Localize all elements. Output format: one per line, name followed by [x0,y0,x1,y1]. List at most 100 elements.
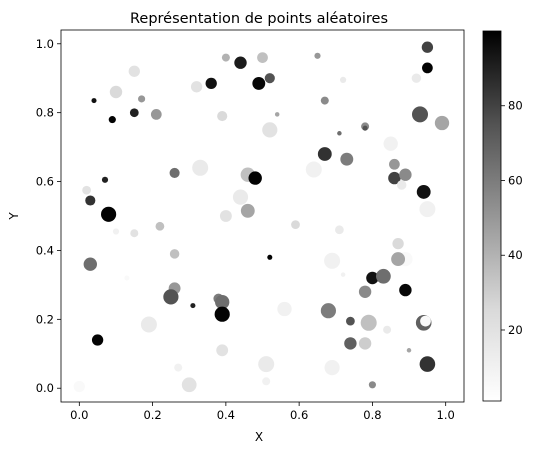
data-point [358,285,372,298]
data-point [340,76,347,83]
data-point [335,225,344,235]
data-point [232,189,249,205]
data-point [416,184,431,199]
data-point [391,252,406,267]
x-tick-label: 0.4 [217,408,235,422]
y-tick-label: 0.4 [36,243,54,257]
data-point [128,65,140,77]
data-point [73,380,85,393]
data-point [91,334,104,346]
data-point [419,201,436,218]
data-point [124,275,130,281]
data-point [163,289,179,305]
data-point [248,171,262,185]
data-point [155,221,165,231]
data-point [219,210,232,222]
data-point [340,152,354,166]
colorbar-axis: 20 40 60 80 [501,99,523,337]
data-point [262,377,271,386]
data-point [205,77,217,90]
data-point [420,315,431,327]
data-point [109,85,123,99]
data-point [252,76,266,90]
data-point [291,220,300,229]
data-point [434,115,450,131]
data-point [346,316,355,326]
y-axis-label: Y [7,212,21,221]
y-tick-label: 1.0 [36,37,54,51]
data-point [324,252,341,269]
data-point [129,108,139,118]
x-tick-label: 0.0 [70,408,88,422]
data-point [383,325,392,334]
data-point [91,98,97,104]
data-point [174,363,183,372]
data-point [366,271,379,285]
data-point [181,377,197,393]
colorbar-tick-label: 80 [508,99,523,113]
colorbar-tick-label: 20 [508,323,523,337]
data-point [190,81,203,93]
data-point [264,73,275,84]
data-point [358,337,372,350]
data-point [337,131,342,136]
data-point [101,176,109,183]
data-point [383,136,398,151]
data-point [305,161,322,178]
data-point [216,344,229,357]
points-layer [73,41,450,393]
data-point [82,185,91,195]
data-point [140,316,157,333]
x-axis-label: X [255,430,263,444]
data-point [262,122,278,138]
data-point [240,203,255,218]
data-point [324,360,340,376]
data-point [112,228,120,235]
colorbar-tick-label: 60 [508,173,523,187]
data-point [399,168,412,181]
data-point [150,109,162,120]
data-point [217,111,228,122]
data-point [411,73,422,83]
data-point [234,56,247,69]
data-point [101,206,117,222]
x-axis: 0.0 0.2 0.4 0.6 0.8 1.0 [70,402,455,422]
data-point [190,303,196,309]
data-point [422,62,433,74]
data-point [392,237,404,250]
data-point [169,249,180,259]
colorbar-tick-label: 40 [508,248,523,262]
x-tick-label: 0.8 [363,408,381,422]
data-point [215,294,230,310]
x-tick-label: 1.0 [437,408,455,422]
data-point [267,254,273,260]
colorbar [482,30,502,402]
data-point [83,257,97,271]
data-point [399,283,412,297]
data-point [412,106,428,123]
data-point [340,272,346,277]
y-axis: 0.0 0.2 0.4 0.6 0.8 1.0 [36,37,61,395]
y-tick-label: 0.2 [36,312,54,326]
data-point [314,52,321,59]
data-point [419,356,436,372]
data-point [344,337,357,350]
data-point [138,95,146,103]
data-point [406,348,412,353]
y-tick-label: 0.6 [36,175,54,189]
data-point [169,167,180,178]
data-point [320,96,329,105]
data-point [421,41,434,53]
data-point [320,303,336,319]
data-point [258,356,275,373]
data-point [376,268,391,284]
data-point [277,301,292,317]
data-point [108,116,116,124]
x-tick-label: 0.2 [143,408,161,422]
data-point [389,158,400,170]
x-tick-label: 0.6 [290,408,308,422]
chart-title: Représentation de points aléatoires [130,11,388,27]
data-point [214,306,230,322]
plot-frame [60,29,465,403]
